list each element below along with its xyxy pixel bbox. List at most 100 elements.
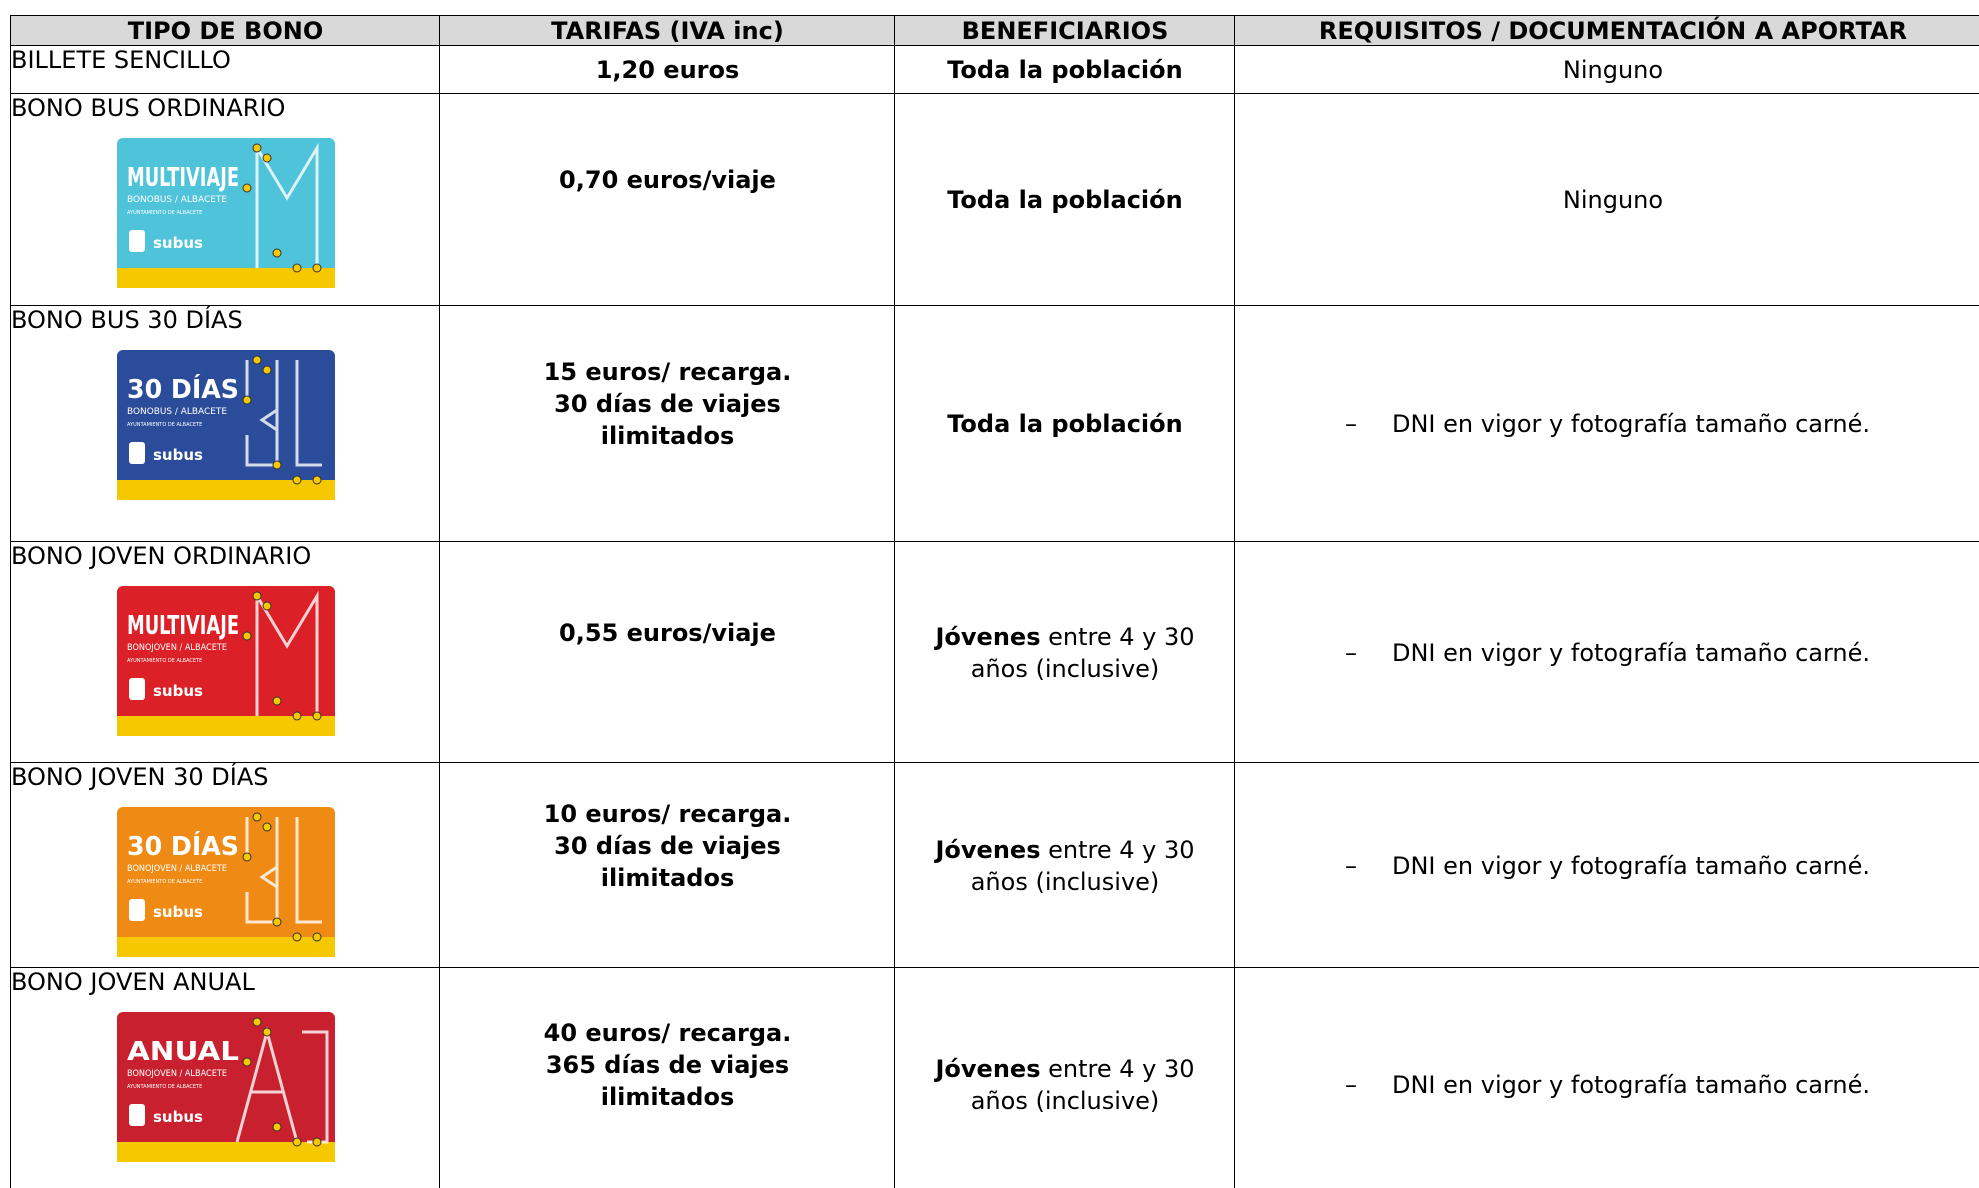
- card-dot: [262, 822, 271, 832]
- card-title: MULTIVIAJE: [127, 163, 239, 193]
- tarifa-cell: 0,55 euros/viaje: [439, 541, 895, 763]
- header-cell: TIPO DE BONO: [10, 15, 440, 46]
- beneficiarios-text: Jóvenes entre 4 y 30 años (inclusive): [895, 621, 1235, 685]
- tarifa-line: 365 días de viajes: [545, 1050, 790, 1079]
- card-subtitle: BONOJOVEN / ALBACETE: [127, 1069, 227, 1079]
- beneficiarios-detail: entre 4 y 30 años (inclusive): [970, 835, 1195, 896]
- card-dot: [242, 1057, 251, 1067]
- card-dot: [272, 248, 281, 258]
- card-image: MULTIVIAJE BONOBUS / ALBACETE AYUNTAMIENTO…: [116, 138, 335, 288]
- card-dot: [252, 1017, 261, 1027]
- card-brand: subus: [153, 446, 203, 464]
- card-dot: [242, 183, 251, 193]
- requisitos-cell: Ninguno: [1234, 45, 1979, 94]
- requisitos-text: DNI en vigor y fotografía tamaño carné.: [1392, 851, 1871, 880]
- tipo-title: BILLETE SENCILLO: [11, 46, 231, 74]
- tarifa-cell: 40 euros/ recarga. 365 días de viajes ilim…: [439, 967, 895, 1188]
- tarifa-line: 30 días de viajes: [554, 390, 781, 418]
- card-dot: [272, 917, 281, 927]
- card-title: 30 DÍAS: [127, 830, 239, 862]
- requisitos-text: DNI en vigor y fotografía tamaño carné.: [1392, 1070, 1871, 1099]
- beneficiarios-bold: Jóvenes: [935, 1054, 1041, 1083]
- card-image: 30 DÍAS BONOBUS / ALBACETE AYUNTAMIENTO DE…: [116, 350, 335, 500]
- card-line: [255, 590, 318, 716]
- card-shield: [128, 678, 145, 700]
- tarifa-cell: 1,20 euros: [439, 45, 895, 94]
- beneficiarios-cell: Toda la población: [894, 305, 1235, 542]
- card-image: ANUAL BONOJOVEN / ALBACETE AYUNTAMIENTO DE…: [116, 1012, 335, 1162]
- beneficiarios-bold: Jóvenes: [935, 622, 1041, 651]
- tarifa-text: 10 euros/ recarga. 30 días de viajes ilimi…: [544, 798, 792, 894]
- header-text: BENEFICIARIOS: [961, 17, 1169, 45]
- beneficiarios-cell: Jóvenes entre 4 y 30 años (inclusive): [894, 541, 1235, 763]
- tipo-cell: BONO JOVEN 30 DÍAS 30 DÍAS BONOJOVEN / ALB…: [10, 762, 440, 968]
- tarifa-text: 0,55 euros/viaje: [559, 617, 776, 649]
- card-image: MULTIVIAJE BONOJOVEN / ALBACETE AYUNTAMIEN…: [116, 586, 335, 736]
- card-dot: [242, 631, 251, 641]
- beneficiarios-cell: Jóvenes entre 4 y 30 años (inclusive): [894, 967, 1235, 1188]
- requisitos-bullet: –: [1345, 638, 1357, 667]
- tipo-cell: BONO BUS 30 DÍAS 30 DÍAS BONOBUS / ALBACET…: [10, 305, 440, 542]
- beneficiarios-cell: Jóvenes entre 4 y 30 años (inclusive): [894, 762, 1235, 968]
- requisitos-item: – DNI en vigor y fotografía tamaño carné.: [1235, 968, 1979, 1188]
- requisitos-item: – DNI en vigor y fotografía tamaño carné.: [1235, 542, 1979, 763]
- card-dot: [252, 355, 261, 365]
- card-dot: [242, 852, 251, 862]
- tarifa-line: 30 días de viajes: [554, 831, 781, 860]
- card-band: [116, 268, 335, 288]
- card-dot: [242, 395, 251, 405]
- card-shield: [128, 442, 145, 464]
- card-shield: [128, 899, 145, 921]
- tarifa-text: 0,70 euros/viaje: [559, 164, 776, 196]
- tipo-title: BONO BUS 30 DÍAS: [11, 306, 243, 334]
- tarifa-text: 40 euros/ recarga. 365 días de viajes ilim…: [544, 1017, 792, 1113]
- card-subtitle: BONOBUS / ALBACETE: [127, 195, 227, 205]
- card-dot: [272, 1122, 281, 1132]
- card-footer: AYUNTAMIENTO DE ALBACETE: [127, 422, 202, 428]
- card-line: [255, 142, 318, 268]
- header-cell: REQUISITOS / DOCUMENTACIÓN A APORTAR: [1234, 15, 1979, 46]
- card-dot: [312, 475, 321, 485]
- card-footer: AYUNTAMIENTO DE ALBACETE: [127, 210, 202, 216]
- card-title: 30 DÍAS: [127, 373, 239, 405]
- tarifa-line: 10 euros/ recarga.: [543, 799, 792, 828]
- tarifa-cell: 15 euros/ recarga. 30 días de viajes ilimi…: [439, 305, 895, 542]
- requisitos-cell: – DNI en vigor y fotografía tamaño carné.: [1234, 541, 1979, 763]
- tarifa-line: 0,55 euros/viaje: [559, 618, 776, 647]
- card-image: 30 DÍAS BONOJOVEN / ALBACETE AYUNTAMIENTO …: [116, 807, 335, 957]
- tarifa-line: ilimitados: [600, 863, 735, 892]
- tarifa-text: 1,20 euros: [596, 54, 740, 86]
- card-line: [245, 817, 322, 924]
- header-text: TARIFAS (IVA inc): [551, 17, 784, 45]
- card-dot: [312, 1137, 321, 1147]
- card-brand: subus: [153, 1108, 203, 1126]
- card-title: ANUAL: [127, 1037, 239, 1067]
- header-text: TIPO DE BONO: [127, 17, 324, 45]
- tipo-cell: BILLETE SENCILLO: [10, 45, 440, 94]
- beneficiarios-text: Toda la población: [917, 184, 1212, 216]
- tipo-title: BONO JOVEN 30 DÍAS: [11, 763, 269, 791]
- tipo-title: BONO BUS ORDINARIO: [11, 94, 286, 122]
- card-brand: subus: [153, 682, 203, 700]
- card-dot: [292, 475, 301, 485]
- beneficiarios-cell: Toda la población: [894, 93, 1235, 306]
- card-dot: [272, 460, 281, 470]
- beneficiarios-bold: Toda la población: [947, 410, 1183, 438]
- card-dot: [262, 601, 271, 611]
- card-dot: [252, 143, 261, 153]
- beneficiarios-bold: Jóvenes: [935, 835, 1041, 864]
- card-subtitle: BONOJOVEN / ALBACETE: [127, 864, 227, 874]
- card-dot: [312, 263, 321, 273]
- tarifa-cell: 0,70 euros/viaje: [439, 93, 895, 306]
- beneficiarios-cell: Toda la población: [894, 45, 1235, 94]
- card-dot: [292, 932, 301, 942]
- header-text: REQUISITOS / DOCUMENTACIÓN A APORTAR: [1318, 17, 1908, 45]
- tipo-title: BONO JOVEN ORDINARIO: [11, 542, 312, 570]
- requisitos-bullet: –: [1345, 410, 1357, 438]
- card-footer: AYUNTAMIENTO DE ALBACETE: [127, 1084, 202, 1090]
- card-dot: [262, 1027, 271, 1037]
- header-cell: TARIFAS (IVA inc): [439, 15, 895, 46]
- card-band: [116, 480, 335, 500]
- card-subtitle: BONOJOVEN / ALBACETE: [127, 643, 227, 653]
- card-line: [245, 360, 322, 467]
